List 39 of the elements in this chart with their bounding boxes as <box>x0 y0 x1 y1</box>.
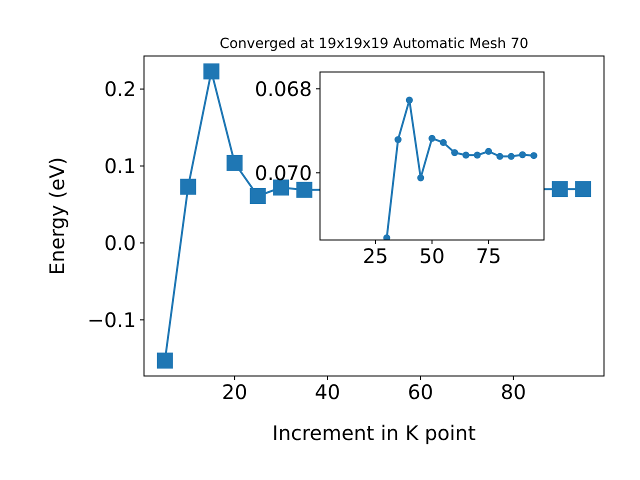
y-tick-label: −0.1 <box>87 308 136 332</box>
point <box>250 188 266 204</box>
point <box>530 152 538 160</box>
point <box>485 148 492 155</box>
point <box>273 180 290 196</box>
point <box>180 178 196 195</box>
point <box>406 96 413 104</box>
point <box>440 139 447 146</box>
point <box>552 181 568 198</box>
y-axis-title: Energy (eV) <box>45 157 69 275</box>
x-tick-label: 75 <box>476 244 502 268</box>
chart-title: Converged at 19x19x19 Automatic Mesh 70 <box>220 36 528 52</box>
point <box>428 134 436 142</box>
y-tick-label: 0.2 <box>104 77 136 102</box>
point <box>575 181 592 198</box>
point <box>203 63 220 80</box>
point <box>451 149 458 156</box>
x-axis-title: Increment in K point <box>272 421 476 445</box>
point <box>394 136 402 144</box>
point <box>156 352 173 369</box>
y-tick-label: 0.1 <box>104 154 136 178</box>
x-tick-label: 50 <box>419 244 445 268</box>
x-tick-label: 25 <box>362 244 388 268</box>
y-tick-label: 0.0 <box>104 230 136 255</box>
x-tick-label: 60 <box>408 380 434 404</box>
point <box>474 152 481 159</box>
x-tick-label: 80 <box>500 380 526 404</box>
point <box>508 152 515 160</box>
point <box>296 182 312 198</box>
y-tick-label: 0.068 <box>254 76 312 101</box>
point <box>417 174 424 182</box>
x-tick-label: 20 <box>222 380 248 404</box>
x-tick-label: 40 <box>314 380 340 404</box>
y-tick-label: 0.070 <box>254 160 312 185</box>
point <box>226 154 243 171</box>
point <box>496 152 504 160</box>
point <box>383 234 390 240</box>
point <box>462 152 470 159</box>
point <box>519 151 526 158</box>
